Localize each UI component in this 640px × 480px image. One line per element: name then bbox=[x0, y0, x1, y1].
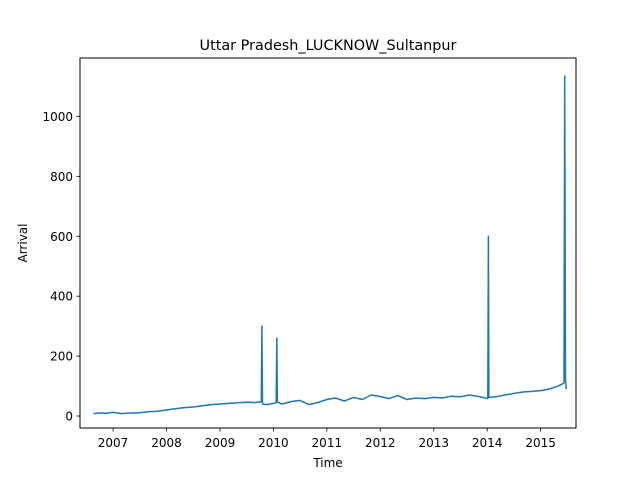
x-tick-label: 2007 bbox=[98, 436, 129, 450]
y-tick-label: 0 bbox=[65, 410, 73, 424]
y-tick-label: 400 bbox=[50, 290, 73, 304]
y-tick-label: 600 bbox=[50, 230, 73, 244]
x-axis: 2007 2008 2009 2010 2011 2012 2013 2014 2015 bbox=[98, 428, 556, 450]
x-tick-label: 2008 bbox=[151, 436, 182, 450]
x-tick-label: 2009 bbox=[205, 436, 236, 450]
x-axis-label: Time bbox=[312, 456, 342, 470]
y-tick-label: 800 bbox=[50, 170, 73, 184]
y-axis-label: Arrival bbox=[16, 224, 30, 263]
x-tick-label: 2015 bbox=[525, 436, 556, 450]
x-tick-label: 2013 bbox=[419, 436, 450, 450]
y-axis: 0 200 400 600 800 1000 bbox=[42, 110, 80, 424]
x-tick-label: 2010 bbox=[258, 436, 289, 450]
x-tick-label: 2011 bbox=[312, 436, 343, 450]
plot-area bbox=[79, 57, 577, 429]
x-tick-label: 2012 bbox=[365, 436, 396, 450]
x-tick-label: 2014 bbox=[472, 436, 503, 450]
y-tick-label: 200 bbox=[50, 350, 73, 364]
chart-title: Uttar Pradesh_LUCKNOW_Sultanpur bbox=[200, 38, 457, 54]
y-tick-label: 1000 bbox=[42, 110, 73, 124]
series-line bbox=[93, 75, 567, 415]
